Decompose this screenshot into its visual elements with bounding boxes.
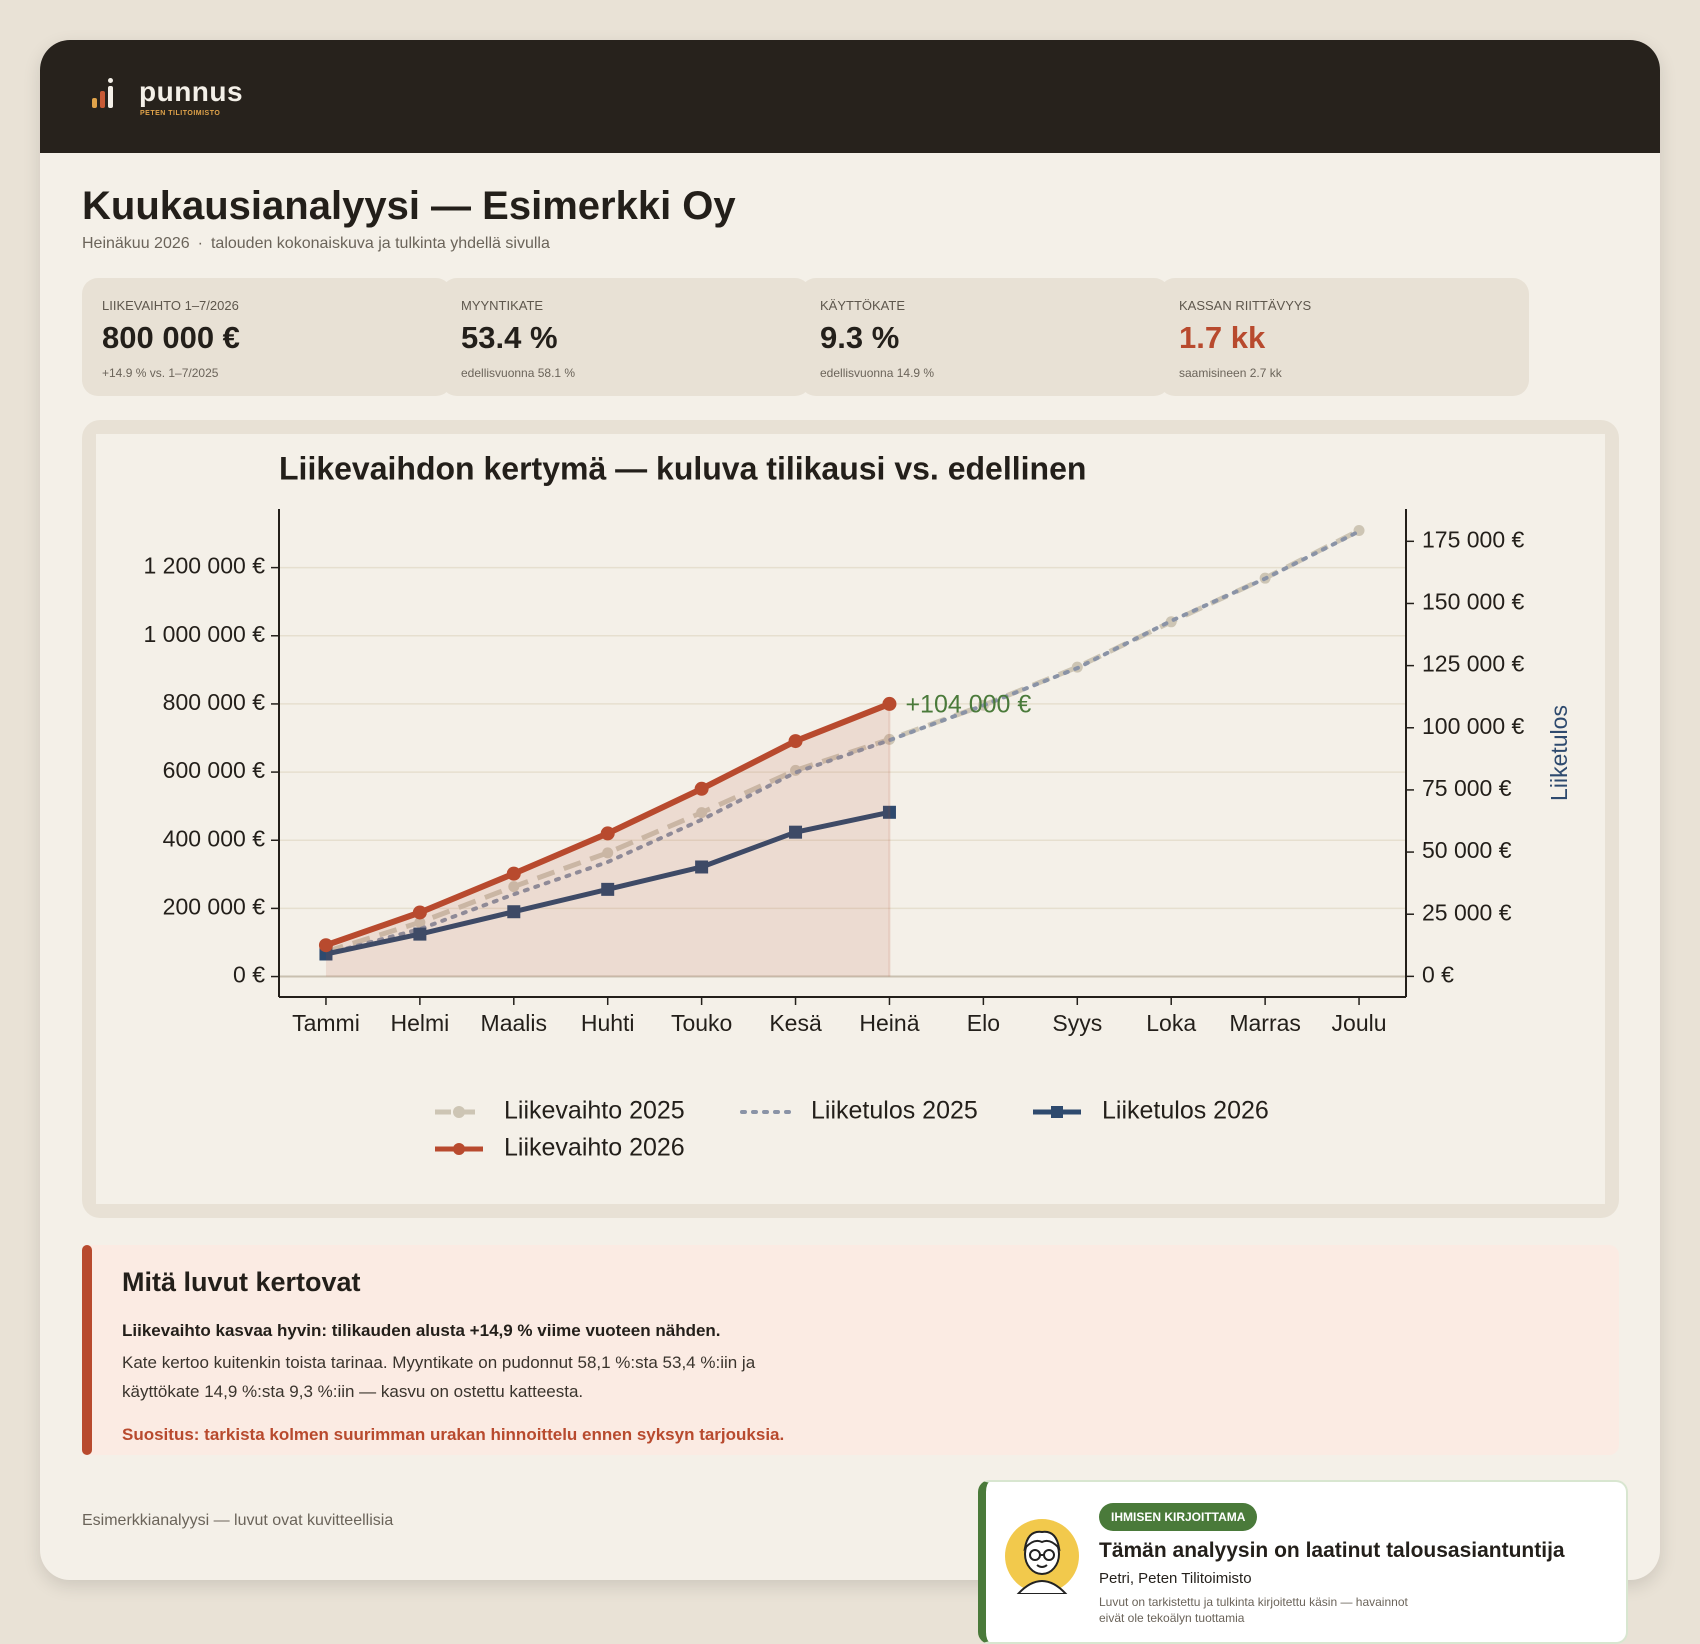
x-tick-label: Heinä xyxy=(859,1010,919,1036)
kpi-card: LIIKEVAIHTO 1–7/2026 800 000 € +14.9 % vs.… xyxy=(82,278,452,396)
y2-tick-label: 150 000 € xyxy=(1422,589,1525,615)
kpi-note: edellisvuonna 14.9 % xyxy=(820,366,935,380)
period: Heinäkuu 2026 xyxy=(82,235,190,252)
human-title: Tämän analyysin on laatinut talousasiant… xyxy=(1099,1539,1565,1562)
y2-tick-label: 100 000 € xyxy=(1422,713,1525,739)
x-tick-label: Maalis xyxy=(481,1010,547,1036)
kpi-label: MYYNTIKATE xyxy=(461,298,544,313)
y-tick-label: 800 000 € xyxy=(163,689,266,715)
subtitle: Heinäkuu 2026 · talouden kokonaiskuva ja t… xyxy=(82,235,558,253)
y2-tick-label: 125 000 € xyxy=(1422,651,1525,677)
footer-note: Esimerkkianalyysi — luvut ovat kuvitteel… xyxy=(82,1512,394,1529)
chart-panel: Liikevaihdon kertymä — kuluva tilikausi … xyxy=(82,420,1619,1218)
x-tick-label: Joulu xyxy=(1332,1010,1387,1036)
logo-tagline: PETEN TILITOIMISTO xyxy=(140,110,221,117)
legend-label: Liikevaihto 2026 xyxy=(504,1134,685,1162)
kpi-value: 800 000 € xyxy=(102,320,240,355)
point xyxy=(414,916,426,928)
kpi-label: LIIKEVAIHTO 1–7/2026 xyxy=(102,298,239,313)
point xyxy=(600,826,615,841)
page-title: Kuukausianalyysi — Esimerkki Oy xyxy=(82,184,736,228)
x-tick-label: Huhti xyxy=(581,1010,635,1036)
top-bar: punnus PETEN TILITOIMISTO xyxy=(40,40,1660,153)
kpi-note: saamisineen 2.7 kk xyxy=(1179,366,1282,380)
x-tick-label: Marras xyxy=(1229,1010,1301,1036)
point xyxy=(601,882,615,896)
legend-label: Liiketulos 2026 xyxy=(1102,1097,1269,1125)
point xyxy=(788,734,803,749)
y-tick-label: 200 000 € xyxy=(163,893,266,919)
legend-marker xyxy=(1051,1106,1063,1118)
point xyxy=(696,807,708,819)
y-tick-label: 1 000 000 € xyxy=(143,621,265,647)
x-tick-label: Helmi xyxy=(390,1010,449,1036)
point xyxy=(882,805,896,819)
kpi-label: KÄYTTÖKATE xyxy=(820,298,905,313)
x-tick-label: Kesä xyxy=(769,1010,822,1036)
logo-icon xyxy=(92,78,113,108)
insight-lead: Liikevaihto kasvaa hyvin: tilikauden alu… xyxy=(122,1321,721,1340)
point xyxy=(789,825,803,839)
point xyxy=(318,938,333,953)
kpi-note: edellisvuonna 58.1 % xyxy=(461,366,576,380)
insight-box: Mitä luvut kertovat Liikevaihto kasvaa h… xyxy=(82,1245,1619,1455)
line xyxy=(323,529,1362,956)
point xyxy=(508,881,520,893)
x-tick-label: Syys xyxy=(1052,1010,1102,1036)
chart-title: Liikevaihdon kertymä — kuluva tilikausi … xyxy=(279,450,1086,486)
x-tick-label: Tammi xyxy=(292,1010,360,1036)
badge: IHMISEN KIRJOITTAMA xyxy=(1099,1503,1258,1531)
human-card: IHMISEN KIRJOITTAMA Tämän analyysin on l… xyxy=(978,1480,1628,1644)
legend-marker xyxy=(453,1106,465,1118)
point xyxy=(412,905,427,920)
y-tick-label: 0 € xyxy=(233,962,265,988)
point xyxy=(694,781,709,796)
y2-axis-label: Liiketulos xyxy=(1546,705,1572,801)
kpi-note: +14.9 % vs. 1–7/2025 xyxy=(102,366,219,380)
kpi-label: KASSAN RIITTÄVYYS xyxy=(1179,298,1312,313)
separator: · xyxy=(197,235,203,252)
recommendation: Suositus: tarkista kolmen suurimman urak… xyxy=(122,1425,785,1444)
point xyxy=(695,860,709,874)
y2-tick-label: 50 000 € xyxy=(1422,837,1512,863)
kpi-value: 9.3 % xyxy=(820,320,900,355)
annotation: +104 000 € xyxy=(905,691,1031,719)
insight-title: Mitä luvut kertovat xyxy=(122,1267,361,1297)
author: Petri, Peten Tilitoimisto xyxy=(1099,1570,1252,1587)
x-tick-label: Loka xyxy=(1146,1010,1196,1036)
x-tick-label: Elo xyxy=(967,1010,1000,1036)
kpi-value: 53.4 % xyxy=(461,320,558,355)
x-tick-label: Touko xyxy=(671,1010,732,1036)
y2-tick-label: 75 000 € xyxy=(1422,775,1512,801)
y2-tick-label: 175 000 € xyxy=(1422,526,1525,552)
report-card: punnus PETEN TILITOIMISTO Kuukausianalyy… xyxy=(40,40,1660,1580)
legend-marker xyxy=(453,1143,465,1155)
kpi-card: KÄYTTÖKATE 9.3 % edellisvuonna 14.9 % xyxy=(800,278,1170,396)
point xyxy=(506,866,521,881)
point xyxy=(602,847,614,859)
y-tick-label: 400 000 € xyxy=(163,825,266,851)
subtitle-text: talouden kokonaiskuva ja tulkinta yhdell… xyxy=(210,235,550,252)
kpi-value: 1.7 kk xyxy=(1179,320,1266,355)
point xyxy=(413,927,427,941)
legend-label: Liikevaihto 2025 xyxy=(504,1097,685,1125)
avatar xyxy=(1005,1519,1079,1594)
chart: Liikevaihdon kertymä — kuluva tilikausi … xyxy=(143,450,1572,1162)
point xyxy=(507,905,521,919)
point xyxy=(882,696,897,711)
chart-panel-inner: Liikevaihdon kertymä — kuluva tilikausi … xyxy=(96,434,1605,1204)
y-tick-label: 1 200 000 € xyxy=(143,553,265,579)
y2-tick-label: 0 € xyxy=(1422,961,1454,987)
y-tick-label: 600 000 € xyxy=(163,757,266,783)
y2-tick-label: 25 000 € xyxy=(1422,899,1512,925)
legend-label: Liiketulos 2025 xyxy=(811,1097,978,1125)
accent-bar xyxy=(82,1245,92,1455)
kpi-card: MYYNTIKATE 53.4 % edellisvuonna 58.1 % xyxy=(441,278,811,396)
kpi-card: KASSAN RIITTÄVYYS 1.7 kk saamisineen 2.7 k… xyxy=(1159,278,1529,396)
human-text: Luvut on tarkistettu ja tulkinta kirjoit… xyxy=(1099,1595,1408,1625)
logo-name: punnus xyxy=(139,76,244,107)
insight-body: Kate kertoo kuitenkin toista tarinaa. My… xyxy=(122,1353,756,1401)
